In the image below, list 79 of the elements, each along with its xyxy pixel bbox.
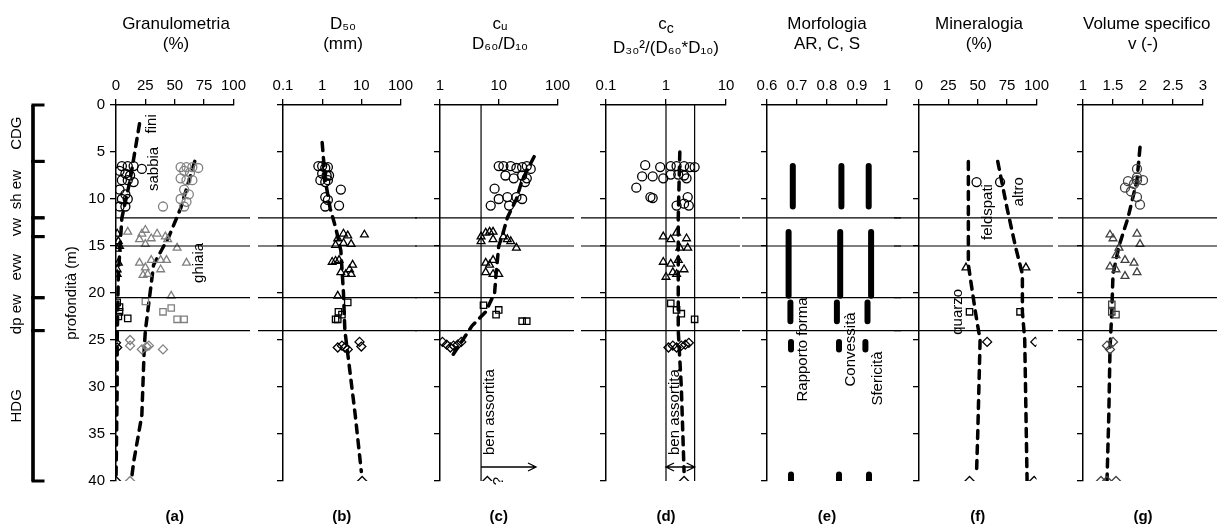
y-tick-label: 30 (88, 377, 105, 395)
chart-title: c$_{c}$ (657, 14, 675, 39)
x-axis-title: v (-) (1126, 34, 1160, 54)
text: (e) (817, 507, 837, 525)
x-axis-title: D₃₀²/(D₆₀*D₁₀) (612, 38, 720, 59)
text: (b) (332, 507, 352, 525)
y-tick-label: 5 (96, 142, 105, 160)
x-tick-label: 1.5 (1102, 76, 1124, 94)
x-tick-label: 50 (969, 76, 987, 94)
x-tick-label: 50 (166, 76, 184, 94)
x-tick-label: 1 (435, 76, 445, 94)
text: (c) (489, 507, 508, 525)
annotation: Rapporto forma (793, 296, 811, 402)
x-tick-label: 1 (882, 76, 892, 94)
x-tick-label: 0.1 (272, 76, 294, 94)
x-tick-label: 100 (544, 76, 570, 94)
annotation: fini (141, 114, 159, 134)
x-tick-label: 0 (914, 76, 924, 94)
x-axis-title: (%) (964, 34, 994, 54)
y-tick-label: 10 (88, 189, 105, 207)
x-tick-label: 3 (1198, 76, 1208, 94)
x-axis-title: D₆₀/D₁₀ (471, 34, 529, 54)
chart-title: Morfologia (786, 14, 868, 34)
y-tick-label: 40 (88, 471, 105, 489)
text: (g) (1133, 507, 1153, 525)
annotation: altro (1009, 177, 1027, 207)
x-tick-label: 0.1 (595, 76, 617, 94)
x-tick-label: 2.5 (1162, 76, 1184, 94)
ref-line-label: ben assortita (665, 368, 683, 455)
annotation: Sfericità (867, 350, 885, 406)
x-tick-label: 0.6 (756, 76, 778, 94)
x-tick-label: 1 (1078, 76, 1088, 94)
x-tick-label: 100 (220, 76, 246, 94)
x-tick-label: 2 (1138, 76, 1148, 94)
x-tick-label: 75 (195, 76, 213, 94)
x-tick-label: 100 (387, 76, 413, 94)
legend-label: dp ew (7, 293, 25, 335)
y-axis-title: profondità (m) (62, 246, 80, 340)
y-tick-label: 0 (96, 95, 105, 113)
x-tick-label: 75 (998, 76, 1016, 94)
x-tick-label: 100 (1023, 76, 1049, 94)
text: (f) (970, 507, 986, 525)
annotation: ghiaia (188, 242, 206, 283)
x-tick-label: 0 (111, 76, 121, 94)
chart-title: D₅₀ (328, 14, 358, 34)
y-tick-label: 15 (88, 236, 105, 254)
chart-title: Granulometria (121, 14, 231, 34)
x-axis-title: (mm) (322, 34, 364, 54)
text: (a) (165, 507, 184, 525)
text: HDG (7, 389, 25, 423)
legend-label: evw (7, 253, 25, 281)
chart-title: Volume specifico (1083, 14, 1211, 34)
x-tick-label: 1 (661, 76, 671, 94)
x-tick-label: 10 (352, 76, 370, 94)
x-axis-title: AR, C, S (792, 34, 862, 54)
x-tick-label: 0.9 (846, 76, 868, 94)
x-tick-label: 10 (490, 76, 508, 94)
annotation: quarzo (947, 288, 965, 335)
x-tick-label: 25 (137, 76, 154, 94)
x-tick-label: 0.7 (786, 76, 808, 94)
legend-label: CDG (7, 116, 25, 150)
ref-line-label: ben assortita (480, 368, 498, 455)
y-tick-label: 35 (88, 424, 105, 442)
x-axis-title: (%) (161, 34, 191, 54)
chart-title: cᵤ (491, 14, 509, 34)
annotation: ? (489, 476, 507, 486)
text: (d) (656, 507, 676, 525)
annotation: sabbia (143, 146, 161, 192)
x-tick-label: 1 (317, 76, 327, 94)
annotation: Convessità (841, 311, 859, 387)
legend-label: sh ew (7, 169, 25, 210)
y-tick-label: 20 (88, 283, 105, 301)
x-tick-label: 25 (940, 76, 957, 94)
legend-label: vw (7, 217, 25, 237)
annotation: feldspati (978, 184, 996, 240)
chart-title: Mineralogia (934, 14, 1024, 34)
y-tick-label: 25 (88, 330, 105, 348)
x-tick-label: 0.8 (816, 76, 838, 94)
x-tick-label: 10 (717, 76, 735, 94)
